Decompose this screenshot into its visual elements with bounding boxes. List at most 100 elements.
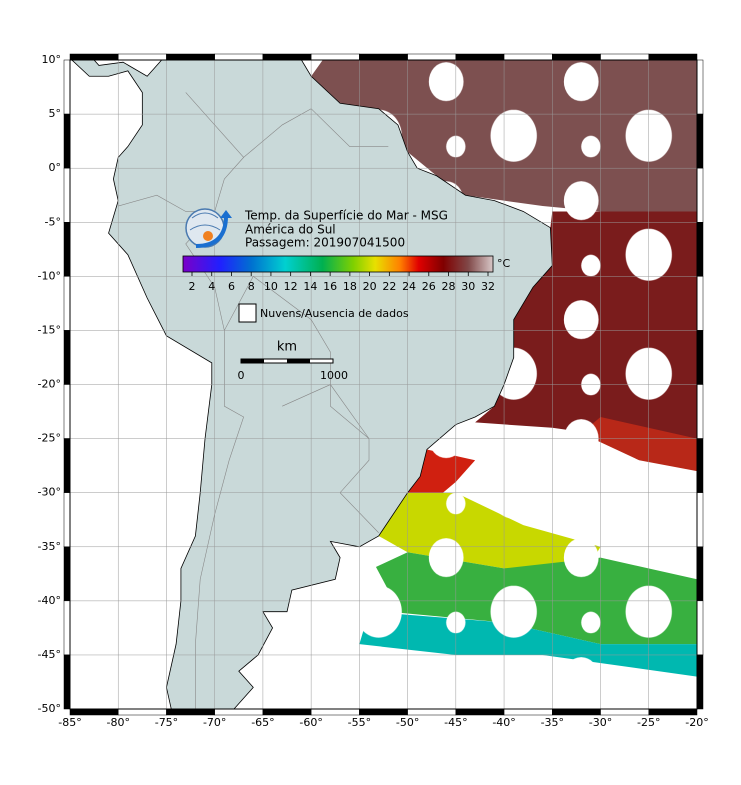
frame-band: [166, 53, 215, 61]
frame-band: [696, 276, 704, 331]
frame-band: [214, 708, 264, 716]
x-tick-label: -70°: [203, 716, 226, 729]
legend-swatch: [238, 303, 257, 323]
frame-band: [310, 708, 360, 716]
x-tick-label: -75°: [155, 716, 178, 729]
y-tick-label: -45°: [38, 648, 61, 661]
frame-band: [63, 59, 71, 115]
frame-band: [63, 330, 71, 385]
y-tick-label: -50°: [38, 702, 61, 715]
frame-band: [696, 59, 704, 115]
frame-band: [696, 438, 704, 493]
frame-band: [117, 53, 167, 61]
x-tick-label: -40°: [492, 716, 515, 729]
frame-band: [696, 113, 704, 169]
y-tick-label: -30°: [38, 486, 61, 499]
frame-band: [696, 492, 704, 547]
frame-band: [262, 708, 312, 716]
frame-outline: [69, 59, 698, 710]
frame-band: [503, 53, 553, 61]
x-tick-label: -45°: [444, 716, 467, 729]
y-tick-label: -10°: [38, 269, 61, 282]
graticule: [60, 49, 706, 720]
borders: [195, 330, 243, 709]
scale-label: 0: [238, 369, 245, 382]
frame-band: [262, 53, 312, 61]
x-tick-label: -50°: [396, 716, 419, 729]
frame-band: [696, 654, 704, 710]
frame-band: [696, 222, 704, 277]
frame-band: [696, 167, 704, 223]
scale-bar: [240, 358, 334, 364]
frame-band: [455, 708, 505, 716]
frame-band: [63, 492, 71, 547]
colorbar-tick-label: 16: [323, 280, 337, 293]
colorbar-ticks: 2 4 6 8 10 12 14 16 18 20 22 24 26 28 30 32: [189, 272, 495, 293]
title-line: Temp. da Superfície do Mar - MSG: [244, 209, 448, 223]
frame-band: [63, 222, 71, 277]
frame-band: [117, 708, 167, 716]
title-line: Passagem: 201907041500: [245, 236, 405, 250]
frame-band: [310, 53, 360, 61]
map-body: [60, 49, 706, 720]
y-tick-label: -40°: [38, 594, 61, 607]
colorbar-tick-label: 18: [343, 280, 357, 293]
y-tick-label: -25°: [38, 432, 61, 445]
frame-band: [552, 708, 601, 716]
frame-band: [552, 53, 601, 61]
x-tick-label: -20°: [685, 716, 708, 729]
colorbar-tick-label: 2: [189, 280, 196, 293]
cloud-open-se: [330, 644, 697, 709]
map-frame: [63, 53, 704, 716]
colorbar-tick-label: 10: [264, 280, 278, 293]
frame-band: [648, 708, 698, 716]
frame-band: [407, 708, 457, 716]
frame-band: [63, 546, 71, 602]
frame-band: [63, 113, 71, 169]
colorbar-tick-label: 24: [402, 280, 416, 293]
colorbar-tick-label: 32: [481, 280, 495, 293]
colorbar-tick-label: 28: [442, 280, 456, 293]
frame-band: [69, 53, 119, 61]
y-tick-label: -5°: [45, 215, 61, 228]
y-tick-label: -15°: [38, 323, 61, 336]
scale-unit: km: [277, 340, 297, 355]
x-tick-label: -65°: [251, 716, 274, 729]
cloud-open-south: [455, 427, 697, 536]
frame-band: [214, 53, 264, 61]
y-tick-label: 10°: [42, 53, 62, 66]
frame-band: [359, 53, 408, 61]
x-tick-label: -35°: [541, 716, 564, 729]
colorbar-tick-label: 22: [382, 280, 396, 293]
y-tick-label: 0°: [49, 161, 62, 174]
frame-band: [648, 53, 698, 61]
frame-band: [359, 708, 408, 716]
frame-band: [63, 600, 71, 656]
frame-band: [69, 708, 119, 716]
x-tick-label: -60°: [299, 716, 322, 729]
frame-band: [63, 276, 71, 331]
colorbar-tick-label: 4: [208, 280, 215, 293]
y-tick-label: -20°: [38, 378, 61, 391]
frame-band: [63, 167, 71, 223]
colorbar-tick-label: 6: [228, 280, 235, 293]
x-tick-label: -55°: [348, 716, 371, 729]
colorbar-tick-label: 14: [303, 280, 317, 293]
x-tick-label: -80°: [106, 716, 129, 729]
frame-band: [696, 546, 704, 602]
frame-band: [696, 330, 704, 385]
colorbar-tick-label: 8: [248, 280, 255, 293]
axis-labels: -85° -80° -75° -70° -65° -60° -55° -50° -45° -40°…: [38, 53, 709, 729]
frame-band: [696, 384, 704, 439]
frame-band: [63, 654, 71, 710]
colorbar-tick-label: 30: [461, 280, 475, 293]
legend-label: Nuvens/Ausencia de dados: [260, 307, 409, 320]
frame-band: [63, 384, 71, 439]
frame-band: [407, 53, 457, 61]
colorbar-tick-label: 26: [422, 280, 436, 293]
colorbar-tick-label: 20: [363, 280, 377, 293]
x-tick-label: -25°: [637, 716, 660, 729]
x-tick-label: -30°: [589, 716, 612, 729]
frame-band: [600, 708, 650, 716]
